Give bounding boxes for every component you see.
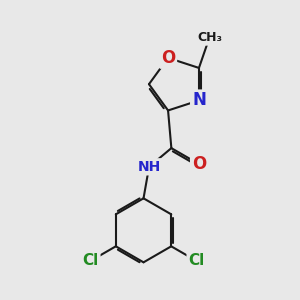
Text: CH₃: CH₃ [197, 31, 222, 44]
Text: NH: NH [137, 160, 161, 174]
Text: O: O [192, 155, 206, 173]
Text: N: N [192, 92, 206, 110]
Text: Cl: Cl [188, 254, 205, 268]
Text: Cl: Cl [82, 254, 99, 268]
Text: O: O [161, 49, 175, 67]
